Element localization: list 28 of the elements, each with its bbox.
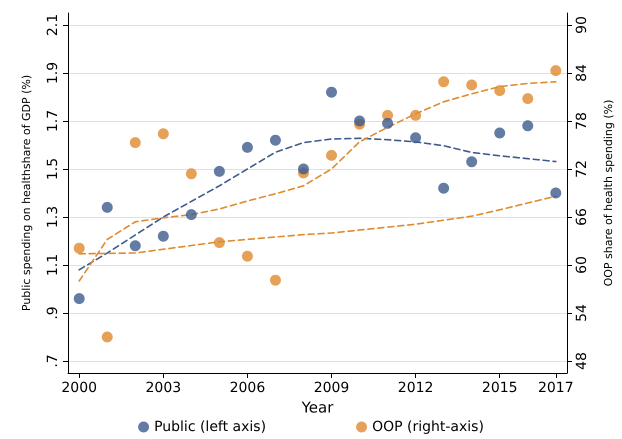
x-tick-label: 2000 xyxy=(61,380,98,396)
y-tick-label: 1.3 xyxy=(45,206,61,228)
y-tick-label: 1.7 xyxy=(45,110,61,132)
y2-tick-label: 72 xyxy=(574,160,590,178)
y2-tick-label: 78 xyxy=(574,112,590,130)
x-tick-label: 2006 xyxy=(230,380,266,396)
y2-tick-label: 48 xyxy=(574,352,590,370)
legend-label: Public (left axis) xyxy=(154,419,266,435)
y-tick-label: 2.1 xyxy=(45,14,61,36)
legend-label: OOP (right-axis) xyxy=(372,419,484,435)
y-tick-label: .9 xyxy=(45,306,61,320)
y-tick-label: 1.5 xyxy=(45,158,61,180)
y2-tick-label: 60 xyxy=(574,256,590,274)
x-tick-label: 2017 xyxy=(538,380,574,396)
x-tick-label: 2012 xyxy=(398,380,434,396)
y-axis-title: Public spending on healthshare of GDP (%) xyxy=(20,74,33,312)
x-tick-label: 2003 xyxy=(145,380,182,396)
y2-tick-label: 54 xyxy=(574,304,590,322)
y2-tick-label: 66 xyxy=(574,208,590,226)
y-tick-label: .7 xyxy=(45,354,61,368)
y2-axis-title: OOP share of health spending (%) xyxy=(602,100,615,286)
y-tick-label: 1.1 xyxy=(45,254,61,276)
x-tick-label: 2015 xyxy=(482,380,518,396)
y2-tick-label: 84 xyxy=(574,64,590,82)
y2-tick-label: 90 xyxy=(574,16,590,34)
x-axis-title: Year xyxy=(300,398,334,416)
x-tick-label: 2009 xyxy=(314,380,350,396)
y-tick-label: 1.9 xyxy=(45,62,61,84)
